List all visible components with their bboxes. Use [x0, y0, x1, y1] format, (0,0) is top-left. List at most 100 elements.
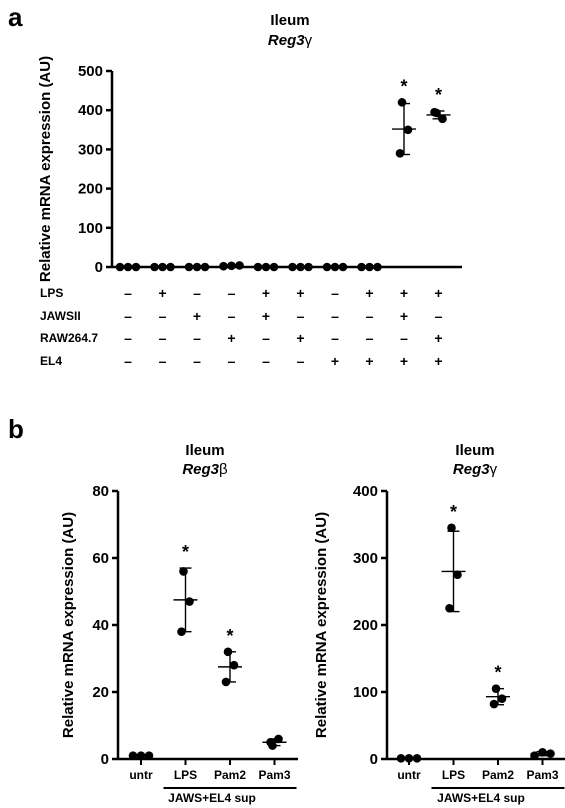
data-point: [158, 262, 167, 272]
data-point: [150, 262, 159, 272]
condition-sign: –: [262, 353, 270, 369]
data-point: [438, 114, 447, 124]
data-point: [177, 627, 186, 636]
condition-sign: +: [400, 285, 408, 301]
significance-mark: *: [435, 85, 442, 105]
panel-b-left-group-label: JAWS+EL4 sup: [168, 791, 256, 805]
category-label: LPS: [174, 768, 197, 782]
y-tick-label: 200: [78, 181, 103, 198]
y-axis-label: Relative mRNA expression (AU): [60, 512, 77, 738]
data-point: [330, 262, 340, 272]
data-point: [131, 262, 141, 272]
y-tick-label: 100: [78, 220, 103, 237]
chart-b-left: 0 20 40 60 80 Relative mRNA expression (AU) * *…: [60, 483, 298, 789]
data-point: [430, 107, 439, 117]
data-point: [269, 262, 279, 272]
panel-b-right-gene-greek: γ: [490, 461, 498, 478]
condition-sign: +: [227, 330, 235, 346]
panel-a-gene-greek: γ: [305, 32, 313, 49]
y-tick-label: 300: [78, 141, 103, 158]
condition-label: LPS: [40, 286, 63, 300]
condition-sign: –: [159, 353, 167, 369]
condition-sign: –: [193, 330, 201, 346]
condition-sign: +: [400, 308, 408, 324]
y-tick-label: 60: [92, 550, 109, 567]
significance-mark: *: [182, 542, 189, 562]
panel-b-left-gene-label: Reg3β: [182, 461, 228, 478]
data-point: [229, 660, 239, 670]
data-point: [395, 149, 405, 158]
condition-sign: –: [124, 353, 132, 369]
category-label: Pam2: [482, 768, 514, 782]
data-point: [322, 262, 332, 272]
condition-sign: –: [124, 330, 132, 346]
panel-b-left-gene-greek: β: [219, 461, 228, 478]
data-point: [136, 751, 146, 760]
condition-sign: +: [365, 285, 373, 301]
condition-sign: +: [434, 330, 442, 346]
data-point: [296, 262, 305, 272]
category-label: Pam3: [258, 768, 290, 782]
condition-sign: –: [400, 330, 408, 346]
y-tick-label: 300: [353, 550, 378, 567]
condition-sign: –: [228, 308, 236, 324]
panel-b-letter: b: [8, 414, 24, 444]
condition-sign: –: [331, 308, 339, 324]
condition-sign: +: [400, 353, 408, 369]
data-point: [128, 751, 138, 760]
category-label: Pam3: [526, 768, 558, 782]
y-tick-label: 0: [95, 259, 103, 276]
data-point: [179, 567, 188, 576]
data-point: [184, 262, 194, 272]
condition-sign: –: [366, 308, 374, 324]
chart-b-right: 0 100 200 300 400 Relative mRNA expression (A…: [313, 483, 565, 789]
data-point: [219, 261, 228, 271]
chart-a: 0 100 200 300 400 500 Relative mRNA expression…: [37, 56, 462, 282]
condition-sign: +: [434, 353, 442, 369]
condition-sign: –: [228, 353, 236, 369]
condition-sign: –: [124, 285, 132, 301]
condition-sign: –: [159, 330, 167, 346]
significance-mark: *: [226, 626, 233, 646]
data-point: [396, 754, 406, 763]
data-point: [491, 684, 501, 693]
condition-sign: –: [159, 308, 167, 324]
condition-sign: –: [193, 285, 201, 301]
panel-b-right-title: Ileum: [455, 442, 494, 459]
condition-label: JAWSII: [40, 309, 81, 323]
y-tick-label: 200: [353, 617, 378, 634]
panel-b-left-title: Ileum: [185, 442, 224, 459]
category-label: LPS: [442, 768, 465, 782]
y-tick-label: 40: [92, 617, 109, 634]
y-tick-label: 500: [78, 63, 103, 80]
condition-sign: +: [296, 330, 304, 346]
data-point: [274, 734, 283, 744]
data-point: [453, 570, 462, 580]
data-point: [538, 748, 547, 757]
y-tick-label: 400: [353, 483, 378, 500]
data-point: [412, 754, 422, 763]
condition-sign: +: [434, 285, 442, 301]
condition-sign: –: [297, 353, 305, 369]
data-point: [365, 262, 374, 272]
panel-a-gene: Reg3: [268, 32, 305, 49]
data-point: [489, 699, 499, 709]
data-point: [166, 262, 175, 272]
data-point: [200, 262, 210, 272]
data-point: [115, 262, 125, 272]
condition-sign: –: [297, 308, 305, 324]
y-axis-label: Relative mRNA expression (AU): [313, 512, 330, 738]
panel-b-right-gene: Reg3: [453, 461, 490, 478]
condition-sign: –: [331, 285, 339, 301]
condition-sign: +: [365, 353, 373, 369]
y-tick-label: 0: [370, 751, 378, 768]
condition-sign: +: [331, 353, 339, 369]
condition-sign: +: [193, 308, 201, 324]
condition-sign: +: [262, 285, 270, 301]
condition-sign: –: [435, 308, 443, 324]
data-point: [445, 603, 454, 613]
condition-sign: +: [262, 308, 270, 324]
data-point: [185, 597, 194, 606]
y-tick-label: 80: [92, 483, 109, 500]
condition-sign: +: [296, 285, 304, 301]
